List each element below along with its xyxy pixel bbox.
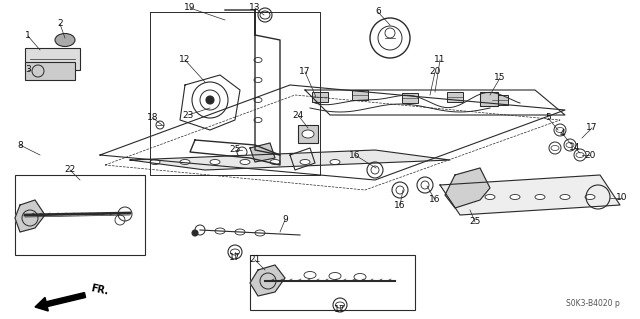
FancyArrow shape [35,293,86,311]
Ellipse shape [560,195,570,199]
Ellipse shape [215,228,225,234]
Text: 24: 24 [292,110,303,120]
Text: 25: 25 [229,145,241,154]
Text: 5: 5 [545,114,551,122]
Text: 1: 1 [25,32,31,41]
Text: 18: 18 [147,114,159,122]
Bar [312,92,328,102]
Ellipse shape [210,160,220,165]
Ellipse shape [235,229,245,235]
Ellipse shape [535,195,545,199]
Bar [447,92,463,102]
Ellipse shape [230,249,239,255]
Polygon shape [440,175,620,215]
Text: 11: 11 [435,56,445,64]
Ellipse shape [254,117,262,122]
Text: 15: 15 [494,73,506,83]
Text: FR.: FR. [90,283,109,297]
Ellipse shape [260,11,270,19]
Text: 10: 10 [616,194,628,203]
Ellipse shape [330,160,340,165]
Text: 9: 9 [282,216,288,225]
Ellipse shape [254,78,262,83]
Text: 20: 20 [429,68,441,77]
Text: 23: 23 [182,110,194,120]
Text: 17: 17 [300,68,311,77]
Text: 4: 4 [559,129,565,137]
Ellipse shape [192,230,198,236]
Ellipse shape [240,160,250,165]
Ellipse shape [551,145,559,151]
Ellipse shape [180,160,190,165]
Ellipse shape [585,195,595,199]
Bar [352,90,368,100]
Polygon shape [15,200,45,232]
Text: 17: 17 [334,306,346,315]
Ellipse shape [556,128,564,132]
Ellipse shape [485,195,495,199]
Ellipse shape [255,230,265,236]
Ellipse shape [55,33,75,47]
Text: 16: 16 [394,201,406,210]
Text: 17: 17 [229,254,241,263]
Polygon shape [250,265,285,296]
Ellipse shape [150,160,160,165]
Text: 16: 16 [349,151,361,160]
Text: 3: 3 [25,65,31,75]
Polygon shape [250,143,275,162]
Bar [492,95,508,105]
Ellipse shape [270,160,280,165]
Bar [15,175,145,255]
Ellipse shape [254,57,262,63]
Text: 22: 22 [65,166,76,174]
Text: 2: 2 [57,19,63,28]
Text: 8: 8 [17,140,23,150]
Ellipse shape [300,160,310,165]
Ellipse shape [335,302,344,308]
Bar [25,62,75,80]
Text: 14: 14 [570,144,580,152]
Text: 12: 12 [179,56,191,64]
Ellipse shape [304,271,316,278]
Text: 19: 19 [184,4,196,12]
Ellipse shape [566,143,574,147]
Ellipse shape [460,195,470,199]
Bar [25,48,80,70]
Ellipse shape [329,272,341,279]
Bar [402,93,418,103]
Ellipse shape [576,152,584,158]
Ellipse shape [302,130,314,138]
Bar [298,125,318,143]
Text: 21: 21 [250,256,260,264]
Text: 13: 13 [249,4,260,12]
Polygon shape [445,168,490,208]
Ellipse shape [354,273,366,280]
Ellipse shape [206,96,214,104]
Text: 6: 6 [375,8,381,17]
Text: 25: 25 [469,218,481,226]
Text: 20: 20 [584,151,596,160]
Ellipse shape [510,195,520,199]
Text: S0K3-B4020 p: S0K3-B4020 p [566,299,620,308]
Polygon shape [130,150,450,170]
Ellipse shape [254,98,262,102]
Text: 16: 16 [429,196,441,204]
Bar [480,92,498,106]
Bar [250,255,415,310]
Text: 17: 17 [586,123,598,132]
